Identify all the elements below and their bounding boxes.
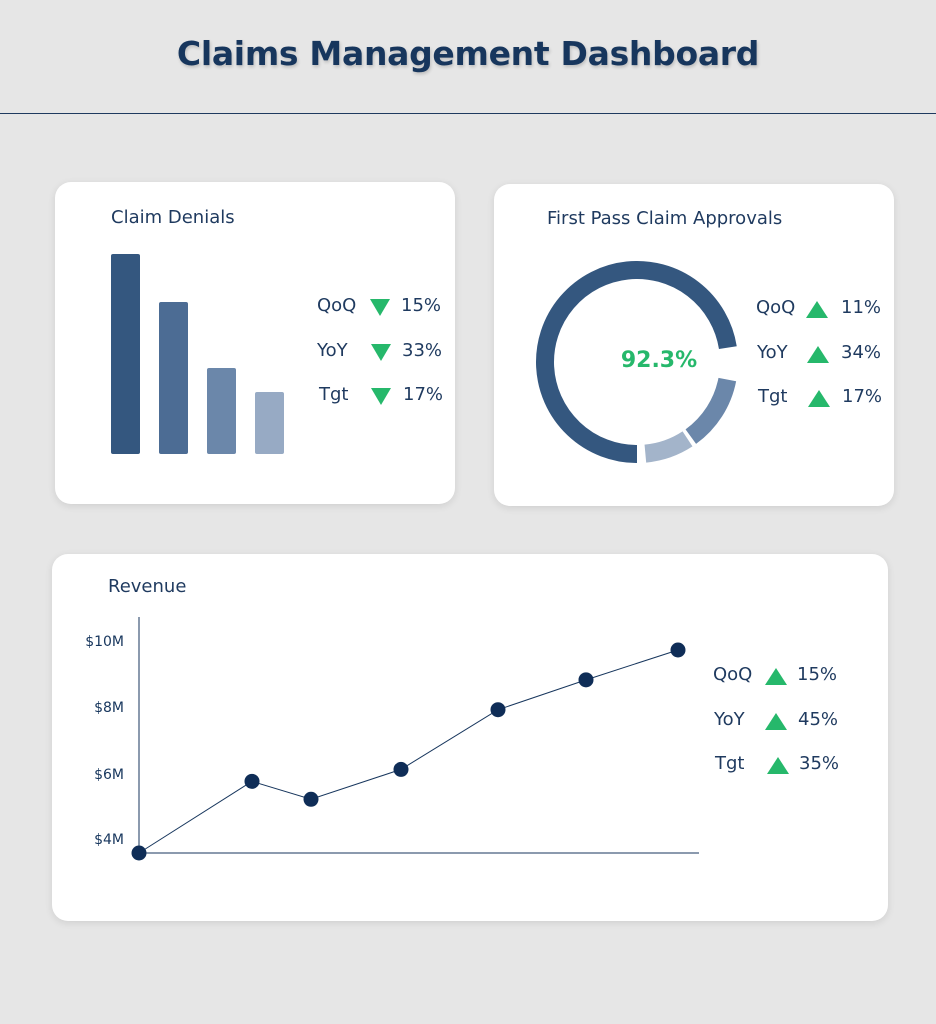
- metric-qoq: QoQ 11%: [756, 297, 936, 325]
- denial-bar: [207, 368, 236, 454]
- metric-label: Tgt: [758, 386, 788, 407]
- metric-value: 15%: [401, 295, 442, 316]
- first-pass-approvals-card: First Pass Claim Approvals 92.3% QoQ 11%…: [494, 184, 894, 506]
- metric-label: YoY: [757, 342, 788, 363]
- trend-down-icon: [370, 299, 390, 316]
- denial-bar: [111, 254, 140, 454]
- denial-bar: [255, 392, 284, 454]
- metric-value: 34%: [841, 342, 882, 363]
- metric-label: QoQ: [756, 297, 796, 318]
- metric-tgt: Tgt 35%: [713, 753, 913, 781]
- metric-yoy: YoY 33%: [317, 340, 517, 368]
- claim-denials-card: Claim Denials QoQ 15% YoY 33% Tgt 17%: [55, 182, 455, 504]
- metric-value: 45%: [798, 709, 839, 730]
- metric-qoq: QoQ 15%: [713, 664, 913, 692]
- donut-slice: [644, 431, 693, 463]
- dashboard-header: Claims Management Dashboard: [0, 0, 936, 114]
- revenue-data-point: [670, 642, 686, 658]
- metric-label: Tgt: [715, 753, 745, 774]
- revenue-title: Revenue: [108, 576, 187, 597]
- y-tick-label: $10M: [85, 634, 124, 650]
- revenue-data-point: [490, 702, 506, 718]
- metric-tgt: Tgt 17%: [756, 386, 936, 414]
- trend-down-icon: [371, 388, 391, 405]
- trend-up-icon: [765, 668, 787, 685]
- donut-slice: [685, 377, 737, 444]
- revenue-data-point: [244, 773, 260, 789]
- metric-label: YoY: [714, 709, 745, 730]
- donut-center-value: 92.3%: [620, 348, 698, 373]
- page-title: Claims Management Dashboard: [176, 34, 760, 73]
- revenue-data-point: [393, 761, 409, 777]
- donut-slice: [536, 261, 737, 463]
- metric-value: 17%: [842, 386, 883, 407]
- metric-value: 15%: [797, 664, 838, 685]
- y-tick-label: $4M: [94, 832, 124, 848]
- first-pass-donut-chart: [536, 261, 737, 463]
- metric-label: QoQ: [317, 295, 357, 316]
- trend-up-icon: [765, 713, 787, 730]
- metric-value: 17%: [403, 384, 444, 405]
- trend-up-icon: [806, 301, 828, 318]
- y-tick-label: $8M: [94, 700, 124, 716]
- y-tick-label: $6M: [94, 767, 124, 783]
- metric-label: QoQ: [713, 664, 753, 685]
- metric-value: 35%: [799, 753, 840, 774]
- revenue-data-point: [303, 791, 319, 807]
- first-pass-approvals-title: First Pass Claim Approvals: [547, 208, 783, 229]
- revenue-series-line: [138, 649, 679, 854]
- trend-up-icon: [807, 346, 829, 363]
- metric-yoy: YoY 45%: [713, 709, 913, 737]
- metric-yoy: YoY 34%: [756, 342, 936, 370]
- metric-tgt: Tgt 17%: [317, 384, 517, 412]
- metric-qoq: QoQ 15%: [317, 295, 517, 323]
- metric-value: 11%: [841, 297, 882, 318]
- metric-value: 33%: [402, 340, 443, 361]
- revenue-data-point: [131, 845, 147, 861]
- revenue-line-chart: $4M $6M $8M $10M: [85, 617, 699, 861]
- trend-up-icon: [767, 757, 789, 774]
- revenue-card: Revenue $4M $6M $8M $10M QoQ 15% YoY 45% Tg…: [52, 554, 888, 921]
- denial-bar: [159, 302, 188, 454]
- trend-up-icon: [808, 390, 830, 407]
- trend-down-icon: [371, 344, 391, 361]
- metric-label: Tgt: [319, 384, 349, 405]
- claim-denials-title: Claim Denials: [111, 207, 235, 228]
- metric-label: YoY: [317, 340, 348, 361]
- revenue-data-point: [578, 672, 594, 688]
- claim-denials-bar-chart: [55, 182, 305, 504]
